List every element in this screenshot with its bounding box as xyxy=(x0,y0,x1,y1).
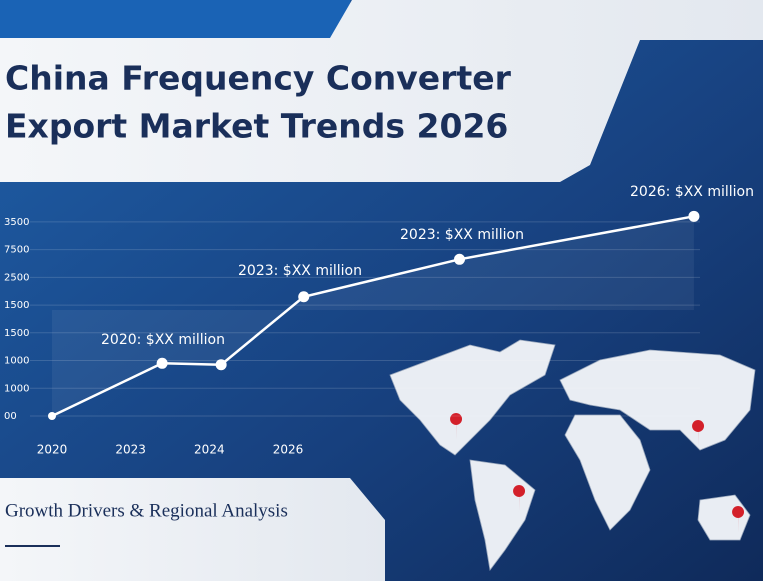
line xyxy=(51,215,695,418)
subtitle-panel xyxy=(0,478,385,581)
pin xyxy=(732,506,745,533)
title-line: China Frequency Converter xyxy=(5,59,512,98)
y-tick-label: 3500 xyxy=(4,217,29,228)
point xyxy=(298,291,310,303)
point xyxy=(453,253,465,265)
top-strip xyxy=(0,0,350,38)
title-panel xyxy=(0,0,763,182)
point xyxy=(156,357,168,369)
plot: 00 1000 1000 1500 1500 2500 7500 3500 2020 2023 20… xyxy=(4,184,754,457)
annotation: 2020: $XX million xyxy=(101,332,225,348)
x-tick-label: 2020 xyxy=(37,443,68,457)
pin xyxy=(450,413,463,440)
y-tick-label: 00 xyxy=(4,411,17,422)
pin xyxy=(513,485,526,512)
pin xyxy=(692,420,705,447)
annotation: 2026: $XX million xyxy=(630,184,754,200)
y-tick-label: 1500 xyxy=(4,300,29,311)
subtitle: Growth Drivers & Regional Analysis xyxy=(5,500,288,521)
title-line: Export Market Trends 2026 xyxy=(5,107,508,146)
area xyxy=(52,216,694,416)
x-tick-label: 2023 xyxy=(115,443,146,457)
x-tick-label: 2024 xyxy=(194,443,225,457)
africa xyxy=(564,414,651,531)
y-tick-label: 2500 xyxy=(4,272,29,283)
y-tick-label: 1000 xyxy=(4,383,29,394)
annotation: 2023: $XX million xyxy=(238,263,362,279)
y-tick-label: 1000 xyxy=(4,356,29,367)
world-map xyxy=(389,339,756,571)
map-pins xyxy=(450,413,745,533)
x-tick-label: 2026 xyxy=(273,443,304,457)
point xyxy=(215,359,227,371)
north-america xyxy=(389,339,556,456)
y-tick-label: 1500 xyxy=(4,328,29,339)
point xyxy=(688,210,700,222)
y-tick-label: 7500 xyxy=(4,245,29,256)
eurasia xyxy=(559,349,756,451)
point xyxy=(48,412,56,420)
annotation: 2023: $XX million xyxy=(400,227,524,243)
